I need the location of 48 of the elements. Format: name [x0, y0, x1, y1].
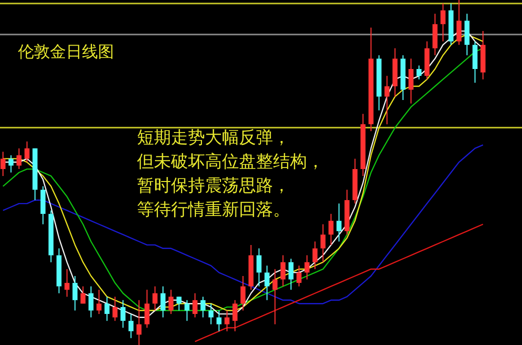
annotation: 但未破坏高位盘整结构，	[137, 152, 324, 172]
candlestick	[440, 2, 446, 42]
candlestick	[168, 289, 174, 314]
candlestick	[256, 248, 262, 287]
candlestick	[136, 300, 142, 345]
candlestick	[208, 303, 214, 325]
candlestick	[112, 296, 118, 322]
candlestick	[88, 286, 94, 318]
candlestick	[280, 254, 286, 287]
candlestick	[152, 286, 158, 311]
candlestick	[104, 296, 110, 322]
candlestick	[312, 241, 318, 270]
candlestick	[72, 276, 78, 311]
candlestick	[24, 140, 30, 163]
candlestick	[96, 289, 102, 314]
candlestick	[328, 213, 334, 246]
candlestick	[304, 254, 310, 280]
candlestick	[120, 300, 126, 328]
candlestick	[216, 310, 222, 332]
candlestick	[232, 300, 238, 332]
candlestick	[160, 286, 166, 318]
candlestick	[176, 296, 182, 311]
candlestick	[264, 265, 270, 301]
candlestick	[144, 289, 150, 328]
candlestick	[8, 154, 14, 173]
candlestick	[288, 258, 294, 290]
candlestick	[240, 276, 246, 311]
candlestick	[64, 268, 70, 298]
annotation: 短期走势大幅反弹，	[137, 128, 290, 148]
candlestick	[192, 292, 198, 318]
candlestick	[16, 148, 22, 170]
candlestick	[224, 310, 230, 332]
candlestick	[184, 300, 190, 322]
candlestick	[80, 286, 86, 304]
candlestick	[128, 313, 134, 339]
candlestick	[200, 296, 206, 318]
candlestick	[296, 265, 302, 287]
text: 伦敦金日线图	[18, 42, 114, 61]
candlestick	[336, 203, 342, 242]
candlestick	[456, 0, 462, 46]
candlestick	[272, 268, 278, 325]
annotation: 等待行情重新回落。	[137, 200, 290, 220]
candlestick	[416, 65, 422, 80]
candlestick	[384, 75, 390, 125]
annotation: 暂时保持震荡思路，	[137, 176, 290, 196]
candlestick	[0, 151, 6, 176]
candlestick	[320, 224, 326, 263]
candlestick	[408, 58, 414, 104]
